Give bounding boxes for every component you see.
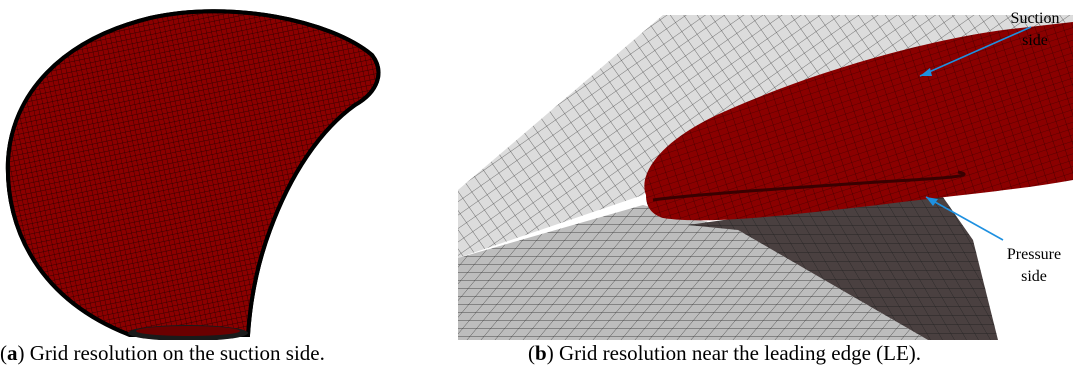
suction-side-label-line1: Suction bbox=[1010, 10, 1060, 27]
suction-side-label-line2: side bbox=[1022, 32, 1048, 49]
caption-b-text: Grid resolution near the leading edge (L… bbox=[558, 341, 922, 365]
figure-panel-b bbox=[458, 0, 1073, 340]
figure-panel-a bbox=[0, 0, 390, 340]
caption-a-text: Grid resolution on the suction side. bbox=[29, 341, 325, 365]
caption-b: (b) Grid resolution near the leading edg… bbox=[528, 341, 921, 366]
pressure-side-label-line2: side bbox=[1021, 268, 1047, 285]
blade-suction-side-image bbox=[5, 9, 381, 340]
caption-a: (a) Grid resolution on the suction side. bbox=[0, 341, 325, 366]
leading-edge-mesh-image bbox=[458, 15, 1073, 340]
caption-a-tag: (a) bbox=[0, 341, 25, 365]
pressure-side-label-line1: Pressure bbox=[1006, 246, 1062, 263]
caption-b-tag: (b) bbox=[528, 341, 554, 365]
pressure-side-label: Pressure side bbox=[996, 244, 1072, 288]
suction-side-label: Suction side bbox=[1000, 8, 1070, 52]
